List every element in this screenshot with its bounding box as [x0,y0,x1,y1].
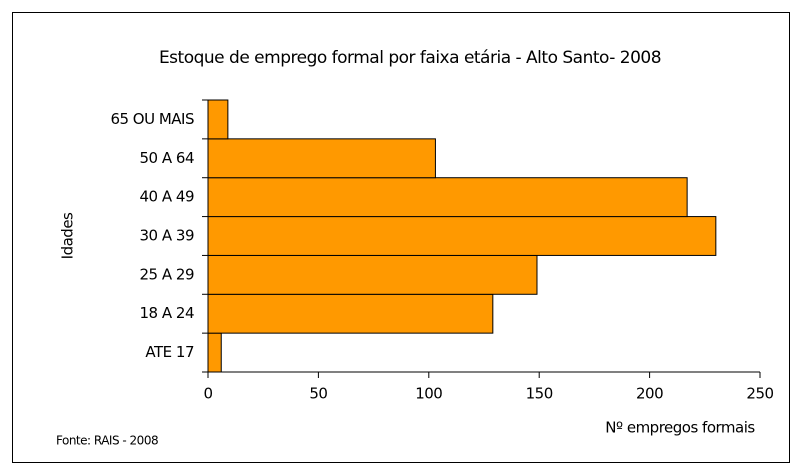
chart-title: Estoque de emprego formal por faixa etár… [159,48,661,68]
source-note: Fonte: RAIS - 2008 [56,434,158,448]
bar [207,99,229,140]
bar [207,332,222,373]
y-tick-label: 50 A 64 [140,149,194,167]
y-tick-label: 18 A 24 [140,304,194,322]
x-tick-label: 250 [746,385,773,403]
y-tick-label: 40 A 49 [140,188,194,206]
x-tick-label: 0 [203,385,212,403]
y-tick-label: 30 A 39 [140,227,194,245]
x-axis-label: Nº empregos formais [605,419,755,437]
x-tick-label: 200 [636,385,663,403]
bar [207,138,436,179]
bar [207,293,494,334]
y-tick-label: 25 A 29 [140,265,194,283]
x-tick-label: 150 [526,385,553,403]
bar [207,254,538,295]
y-tick-label: ATE 17 [145,343,194,361]
bar [207,177,688,218]
x-tick-label: 50 [309,385,327,403]
bar [207,216,717,256]
y-tick-label: 65 OU MAIS [110,110,194,128]
y-axis-label: Idades [59,212,77,259]
x-tick-label: 100 [415,385,442,403]
